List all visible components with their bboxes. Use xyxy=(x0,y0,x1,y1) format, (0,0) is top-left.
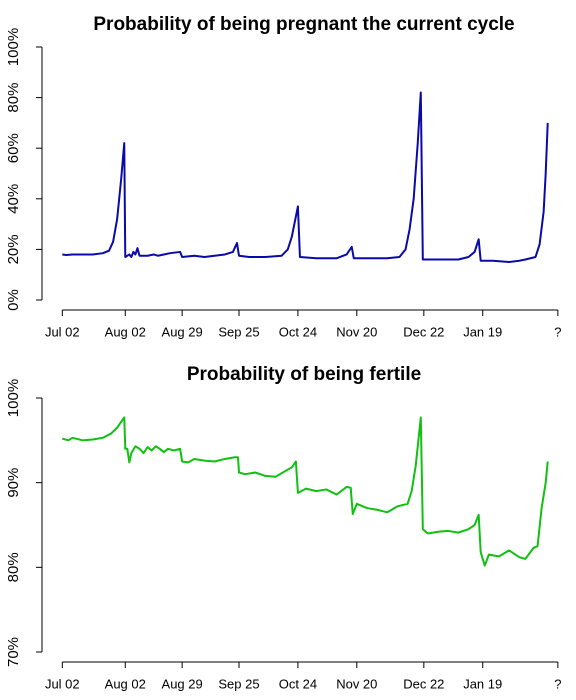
x-tick-label: Dec 22 xyxy=(403,324,444,339)
y-tick-label: 0% xyxy=(5,289,22,311)
y-tick-label: 80% xyxy=(5,552,22,582)
x-tick-label: ? xyxy=(554,676,561,691)
data-line xyxy=(62,416,549,567)
x-tick-label: Sep 25 xyxy=(218,324,259,339)
x-tick-label: Oct 24 xyxy=(279,324,317,339)
y-tick-label: 80% xyxy=(5,83,22,113)
y-tick-label: 20% xyxy=(5,234,22,264)
y-tick-label: 40% xyxy=(5,184,22,214)
x-tick-label: Nov 20 xyxy=(336,324,377,339)
x-tick-label: Jan 19 xyxy=(463,676,502,691)
x-tick-label: Sep 25 xyxy=(218,676,259,691)
x-tick-label: Jul 02 xyxy=(45,324,80,339)
x-tick-label: Nov 20 xyxy=(336,676,377,691)
x-tick-label: Aug 02 xyxy=(105,324,146,339)
chart-title: Probability of being pregnant the curren… xyxy=(93,14,514,35)
x-tick-label: ? xyxy=(554,324,561,339)
x-tick-label: Aug 29 xyxy=(162,324,203,339)
x-tick-label: Aug 29 xyxy=(162,676,203,691)
y-tick-label: 100% xyxy=(5,28,22,66)
x-tick-label: Aug 02 xyxy=(105,676,146,691)
y-tick-label: 70% xyxy=(5,637,22,667)
x-tick-label: Dec 22 xyxy=(403,676,444,691)
y-tick-label: 100% xyxy=(5,379,22,417)
y-tick-label: 60% xyxy=(5,133,22,163)
chart-title: Probability of being fertile xyxy=(187,364,421,385)
x-tick-label: Jul 02 xyxy=(45,676,80,691)
y-tick-label: 90% xyxy=(5,468,22,498)
data-line xyxy=(62,91,549,264)
x-tick-label: Oct 24 xyxy=(279,676,317,691)
x-tick-label: Jan 19 xyxy=(463,324,502,339)
